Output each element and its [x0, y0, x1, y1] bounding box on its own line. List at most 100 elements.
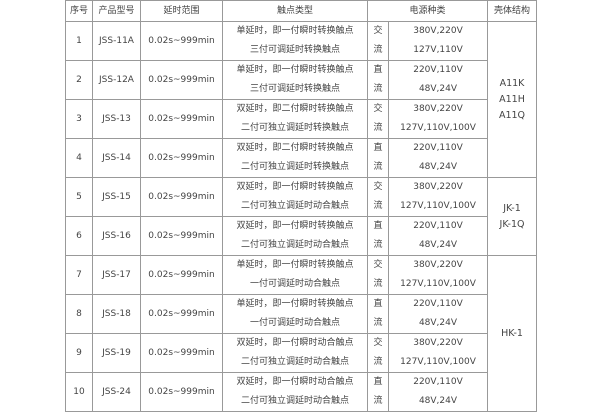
header-power: 电源种类	[366, 0, 489, 22]
cell-contact: 双延时，即一付瞬时转换触点 二付可独立调延时动合触点	[222, 216, 368, 256]
cell-no: 2	[65, 60, 93, 100]
voltage-line: 380V,220V	[413, 260, 463, 270]
cell-voltage: 220V,110V 48V,24V	[387, 216, 489, 256]
contact-line: 二付可独立调延时动合触点	[240, 396, 349, 406]
cell-contact: 双延时，即一付瞬时转换触点 二付可独立调延时动合触点	[222, 177, 368, 217]
power-type-char: 流	[373, 162, 383, 172]
voltage-line: 220V,110V	[413, 299, 463, 309]
contact-line: 单延时，即一付瞬时转换触点	[236, 260, 354, 270]
cell-delay: 0.02s~999min	[140, 255, 223, 295]
cell-no: 7	[65, 255, 93, 295]
table-row: 4 JSS-14 0.02s~999min 双延时，即二付瞬时转换触点 二付可独立…	[65, 138, 537, 178]
voltage-line: 127V,110V	[413, 45, 463, 55]
voltage-line: 127V,110V,100V	[400, 357, 476, 367]
contact-line: 二付可独立调延时动合触点	[240, 240, 349, 250]
cell-no: 6	[65, 216, 93, 256]
voltage-line: 380V,220V	[413, 182, 463, 192]
cell-delay: 0.02s~999min	[140, 177, 223, 217]
cell-power-type: 直流	[367, 216, 389, 256]
shell-line: A11Q	[498, 109, 526, 121]
cell-no: 9	[65, 333, 93, 373]
contact-line: 二付可独立调延时动合触点	[240, 201, 349, 211]
voltage-line: 220V,110V	[413, 65, 463, 75]
cell-shell: A11K A11H A11Q	[487, 21, 538, 178]
cell-model: JSS-16	[92, 216, 141, 256]
cell-model: JSS-14	[92, 138, 141, 178]
power-type-char: 流	[373, 396, 383, 406]
cell-contact: 单延时，即一付瞬时转换触点 一付可调延时动合触点	[222, 294, 368, 334]
cell-voltage: 380V,220V 127V,110V,100V	[387, 177, 489, 217]
power-type-char: 交	[373, 182, 383, 192]
header-delay: 延时范围	[140, 0, 223, 22]
cell-voltage: 220V,110V 48V,24V	[387, 372, 489, 412]
cell-delay: 0.02s~999min	[140, 333, 223, 373]
product-table: 序号 产品型号 延时范围 触点类型 电源种类 壳体结构 1 JSS-11A 0.…	[65, 0, 538, 412]
power-type-char: 交	[373, 104, 383, 114]
power-type-char: 流	[373, 84, 383, 94]
cell-shell: HK-1	[487, 255, 538, 412]
power-type-char: 流	[373, 240, 383, 250]
cell-power-type: 直流	[367, 60, 389, 100]
shell-line: A11K	[499, 77, 525, 89]
contact-line: 一付可调延时动合触点	[249, 279, 340, 289]
cell-no: 5	[65, 177, 93, 217]
power-type-char: 直	[373, 65, 383, 75]
table-row: 8 JSS-18 0.02s~999min 单延时，即一付瞬时转换触点 一付可调延…	[65, 294, 537, 334]
table-row: 7 JSS-17 0.02s~999min 单延时，即一付瞬时转换触点 一付可调延…	[65, 255, 538, 412]
contact-line: 二付可独立调延时动合触点	[240, 357, 349, 367]
cell-power-type: 直流	[367, 294, 389, 334]
header-shell: 壳体结构	[487, 0, 538, 22]
contact-line: 一付可调延时动合触点	[249, 318, 340, 328]
voltage-line: 48V,24V	[418, 84, 458, 94]
voltage-line: 220V,110V	[413, 143, 463, 153]
power-type-char: 流	[373, 318, 383, 328]
voltage-line: 127V,110V,100V	[400, 123, 476, 133]
table-row: 5 JSS-15 0.02s~999min 双延时，即一付瞬时转换触点 二付可独立…	[65, 177, 538, 256]
cell-voltage: 220V,110V 48V,24V	[387, 294, 489, 334]
contact-line: 双延时，即一付瞬时动合触点	[236, 377, 354, 387]
header-no: 序号	[65, 0, 93, 22]
voltage-line: 127V,110V,100V	[400, 279, 476, 289]
power-type-char: 直	[373, 221, 383, 231]
voltage-line: 48V,24V	[418, 240, 458, 250]
power-type-char: 交	[373, 260, 383, 270]
cell-voltage: 220V,110V 48V,24V	[387, 138, 489, 178]
contact-line: 双延时，即一付瞬时动合触点	[236, 338, 354, 348]
contact-line: 三付可调延时转换触点	[249, 45, 340, 55]
power-type-char: 直	[373, 377, 383, 387]
cell-contact: 双延时，即一付瞬时动合触点 二付可独立调延时动合触点	[222, 333, 368, 373]
cell-power-type: 交流	[367, 177, 389, 217]
voltage-line: 380V,220V	[413, 26, 463, 36]
cell-power-type: 交流	[367, 21, 389, 61]
shell-line: A11H	[499, 93, 525, 105]
cell-no: 1	[65, 21, 93, 61]
power-type-char: 交	[373, 26, 383, 36]
power-type-char: 交	[373, 338, 383, 348]
cell-voltage: 380V,220V 127V,110V,100V	[387, 333, 489, 373]
voltage-line: 48V,24V	[418, 162, 458, 172]
power-type-char: 流	[373, 45, 383, 55]
cell-power-type: 直流	[367, 372, 389, 412]
cell-delay: 0.02s~999min	[140, 138, 223, 178]
table-row: 1 JSS-11A 0.02s~999min 单延时，即一付瞬时转换触点 三付可调…	[65, 21, 538, 178]
header-model: 产品型号	[92, 0, 141, 22]
contact-line: 双延时，即一付瞬时转换触点	[236, 221, 354, 231]
cell-contact: 单延时，即一付瞬时转换触点 三付可调延时转换触点	[222, 21, 368, 61]
shell-line: HK-1	[501, 327, 523, 339]
contact-line: 单延时，即一付瞬时转换触点	[236, 26, 354, 36]
cell-model: JSS-15	[92, 177, 141, 217]
cell-contact: 双延时，即二付瞬时转换触点 二付可独立调延时转换触点	[222, 138, 368, 178]
cell-delay: 0.02s~999min	[140, 372, 223, 412]
voltage-line: 220V,110V	[413, 377, 463, 387]
power-type-char: 流	[373, 279, 383, 289]
contact-line: 二付可独立调延时转换触点	[240, 162, 349, 172]
cell-contact: 单延时，即一付瞬时转换触点 一付可调延时动合触点	[222, 255, 368, 295]
contact-line: 二付可独立调延时转换触点	[240, 123, 349, 133]
cell-model: JSS-13	[92, 99, 141, 139]
cell-contact: 单延时，即一付瞬时转换触点 三付可调延时转换触点	[222, 60, 368, 100]
shell-line: JK-1	[503, 202, 521, 214]
cell-model: JSS-24	[92, 372, 141, 412]
voltage-line: 220V,110V	[413, 221, 463, 231]
contact-line: 双延时，即二付瞬时转换触点	[236, 143, 354, 153]
header-row: 序号 产品型号 延时范围 触点类型 电源种类 壳体结构	[65, 0, 538, 22]
